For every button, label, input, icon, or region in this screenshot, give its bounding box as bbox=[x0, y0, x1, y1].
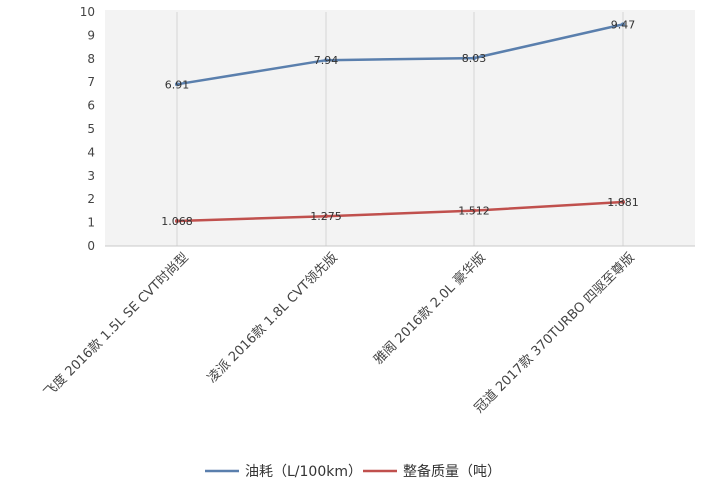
series-line-0 bbox=[175, 23, 625, 86]
data-point bbox=[324, 58, 328, 63]
data-point bbox=[175, 219, 179, 224]
data-label: 1.068 bbox=[161, 215, 193, 228]
y-tick-label: 2 bbox=[87, 192, 95, 206]
data-point bbox=[472, 56, 476, 61]
y-tick-label: 6 bbox=[87, 99, 95, 113]
data-label: 8.03 bbox=[462, 52, 487, 65]
y-tick-label: 3 bbox=[87, 169, 95, 183]
legend: 油耗（L/100km） 整备质量（吨） bbox=[205, 463, 501, 480]
data-label: 6.91 bbox=[165, 78, 190, 91]
data-label: 1.881 bbox=[607, 196, 639, 209]
legend-label: 油耗（L/100km） bbox=[245, 464, 362, 480]
data-labels: 6.91 7.94 8.03 9.47 1.068 1.275 1.512 1.881 bbox=[161, 18, 639, 228]
series-lines bbox=[175, 22, 625, 224]
data-point bbox=[621, 199, 625, 204]
y-axis-ticks: 0 1 2 3 4 5 6 7 8 9 10 bbox=[80, 5, 95, 253]
data-label: 9.47 bbox=[611, 18, 636, 31]
series-line-1 bbox=[175, 200, 625, 223]
y-tick-label: 10 bbox=[80, 5, 95, 19]
x-axis-ticks: 飞度 2016款 1.5L SE CVT时尚型 凌派 2016款 1.8L CVT… bbox=[41, 250, 638, 417]
x-category-label: 冠道 2017款 370TURBO 四驱至尊版 bbox=[471, 250, 638, 417]
y-tick-label: 8 bbox=[87, 52, 95, 66]
x-category-label: 凌派 2016款 1.8L CVT领先版 bbox=[205, 250, 341, 386]
data-label: 1.275 bbox=[310, 210, 342, 223]
y-tick-label: 5 bbox=[87, 122, 95, 136]
y-tick-label: 0 bbox=[87, 239, 95, 253]
y-tick-label: 1 bbox=[87, 216, 95, 230]
data-point bbox=[324, 214, 328, 219]
plot-background bbox=[105, 10, 695, 246]
data-point bbox=[175, 82, 179, 87]
y-tick-label: 7 bbox=[87, 75, 95, 89]
data-point bbox=[472, 208, 476, 213]
legend-label: 整备质量（吨） bbox=[403, 463, 501, 480]
x-category-label: 雅阁 2016款 2.0L 豪华版 bbox=[370, 250, 488, 368]
data-label: 7.94 bbox=[314, 54, 339, 67]
data-point bbox=[621, 22, 625, 27]
x-category-label: 飞度 2016款 1.5L SE CVT时尚型 bbox=[41, 250, 192, 401]
data-label: 1.512 bbox=[458, 205, 490, 218]
gridlines bbox=[176, 12, 624, 246]
y-tick-label: 9 bbox=[87, 28, 95, 42]
y-tick-label: 4 bbox=[87, 145, 95, 159]
